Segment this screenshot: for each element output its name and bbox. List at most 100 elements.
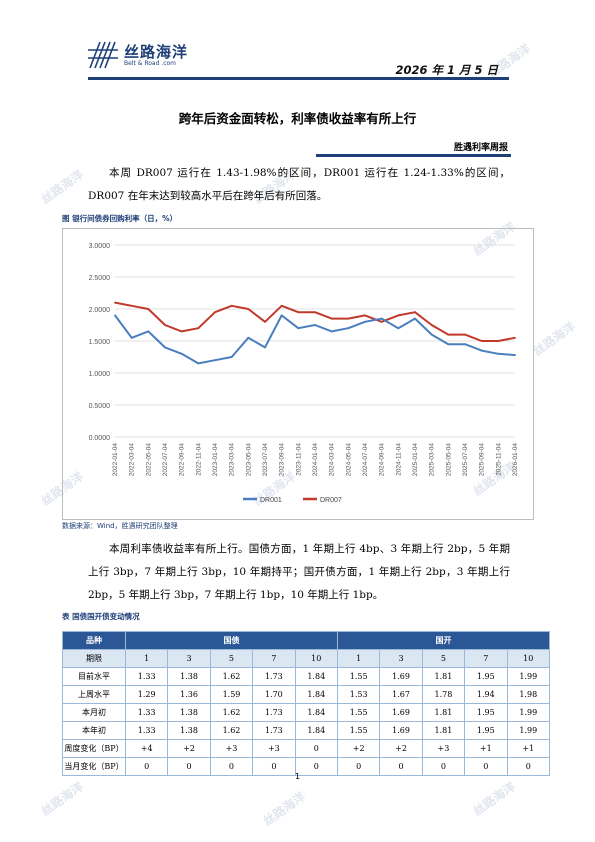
table-cell: 1.70 [252, 685, 296, 704]
header-variety: 品种 [62, 631, 126, 650]
series-line-dr001 [114, 314, 516, 365]
x-tick-label: 2026-01-04 [512, 443, 519, 477]
data-source: 数据来源：Wind，胜遇研究团队整理 [62, 522, 178, 530]
term-cell: 10 [506, 649, 551, 668]
data-point [164, 324, 166, 326]
data-point [380, 320, 383, 323]
data-point [147, 308, 150, 310]
x-tick-label: 2023-11-04 [295, 443, 302, 476]
data-point [447, 333, 450, 336]
data-point [297, 327, 300, 330]
table-cell: 0 [506, 757, 551, 776]
table-cell: +3 [209, 739, 254, 758]
data-point [514, 354, 516, 356]
table-cell: 1.95 [464, 703, 508, 722]
data-point [514, 336, 516, 339]
data-point [397, 314, 400, 317]
data-point [264, 346, 266, 349]
table-cell: 1.69 [379, 721, 423, 740]
data-point [114, 301, 116, 304]
term-cell: 3 [167, 649, 211, 668]
data-point [430, 324, 433, 326]
data-point [114, 314, 116, 317]
data-point [464, 333, 466, 336]
logo-mark-icon [88, 40, 118, 70]
x-tick-label: 2023-03-04 [229, 443, 236, 477]
data-point [214, 359, 216, 362]
table-cell: 0 [421, 757, 466, 776]
data-point [180, 352, 183, 355]
table-body: 目前水平 1.33 1.38 1.62 1.73 1.84 1.55 1.69 1.81 1.95… [62, 667, 551, 776]
table-cell: 1.55 [336, 667, 381, 686]
table-cell: 1.84 [294, 685, 338, 704]
table-cell: 1.99 [506, 721, 551, 740]
table-cell: 1.36 [167, 685, 211, 704]
table-cell: 1.99 [506, 703, 551, 722]
x-tick-label: 2025-03-04 [429, 443, 436, 477]
x-tick-label: 2025-05-04 [445, 443, 452, 477]
report-series-label: 胜遇利率周报 [453, 143, 508, 153]
paragraph-2-text: 本周利率债收益率有所上行。国债方面，1 年期上行 4bp、3 年期上行 2bp，… [88, 543, 510, 601]
row-label: 当月变化（BP） [62, 757, 126, 776]
data-point [397, 327, 400, 330]
table-cell: 1.67 [379, 685, 423, 704]
table-row: 当月变化（BP） 0 0 0 0 0 0 0 0 0 0 [62, 757, 551, 776]
x-tick-label: 2022-01-04 [112, 443, 119, 477]
x-tick-label: 2024-11-04 [395, 443, 402, 476]
data-point [230, 304, 233, 307]
report-date: 2026 年 1 月 5 日 [395, 63, 498, 77]
x-tick-label: 2022-11-04 [195, 443, 202, 476]
y-tick-label: 0.5000 [89, 403, 111, 410]
table-cell: 0 [294, 739, 338, 758]
term-cell: 7 [464, 649, 508, 668]
table-cell: 1.81 [421, 703, 466, 722]
x-tick-label: 2025-11-04 [495, 443, 502, 476]
data-point [364, 314, 366, 317]
figure-caption: 图 银行间债券回购利率（日，%） [62, 214, 178, 223]
table-cell: 1.78 [421, 685, 466, 704]
x-tick-label: 2022-03-04 [129, 443, 136, 477]
data-point [314, 324, 316, 326]
table-cell: 1.99 [506, 667, 551, 686]
data-point [447, 343, 450, 346]
y-tick-label: 2.5000 [89, 275, 111, 282]
x-tick-label: 2023-07-04 [262, 443, 269, 477]
data-point [314, 311, 316, 314]
term-cell: 5 [421, 649, 466, 668]
table-cell: 1.38 [167, 721, 211, 740]
term-cell: 10 [294, 649, 338, 668]
table-cell: 1.84 [294, 667, 338, 686]
data-point [280, 314, 283, 317]
table-cell: 1.95 [464, 667, 508, 686]
data-point [180, 330, 183, 333]
table-cell: +2 [379, 739, 423, 758]
data-point [430, 333, 433, 336]
legend-label: DR001 [260, 497, 282, 504]
table-cell: 0 [464, 757, 508, 776]
data-point [297, 311, 300, 314]
data-point [247, 336, 250, 339]
table-cell: +2 [167, 739, 211, 758]
data-point [197, 362, 200, 365]
table-cell: 1.73 [252, 703, 296, 722]
series-line-dr007 [114, 301, 516, 342]
table-cell: +2 [336, 739, 381, 758]
row-label: 周度变化（BP） [62, 739, 126, 758]
x-tick-label: 2022-07-04 [162, 443, 169, 477]
logo: 丝路海洋 Belt & Road .com [88, 38, 218, 74]
watermark: 丝路海洋 [260, 789, 308, 829]
table-cell: 1.29 [124, 685, 169, 704]
x-tick-label: 2025-07-04 [462, 443, 469, 477]
x-tick-label: 2023-09-04 [279, 443, 286, 477]
table-cell: 1.94 [464, 685, 508, 704]
table-cell: 1.55 [336, 721, 381, 740]
table-cell: +3 [421, 739, 466, 758]
table-cell: 1.55 [336, 703, 381, 722]
data-point [347, 327, 350, 330]
watermark: 丝路海洋 [38, 167, 86, 207]
term-cell: 1 [336, 649, 381, 668]
data-point [414, 317, 416, 320]
table-cell: 1.62 [209, 667, 254, 686]
data-point [247, 308, 250, 310]
y-tick-label: 1.5000 [89, 339, 111, 346]
